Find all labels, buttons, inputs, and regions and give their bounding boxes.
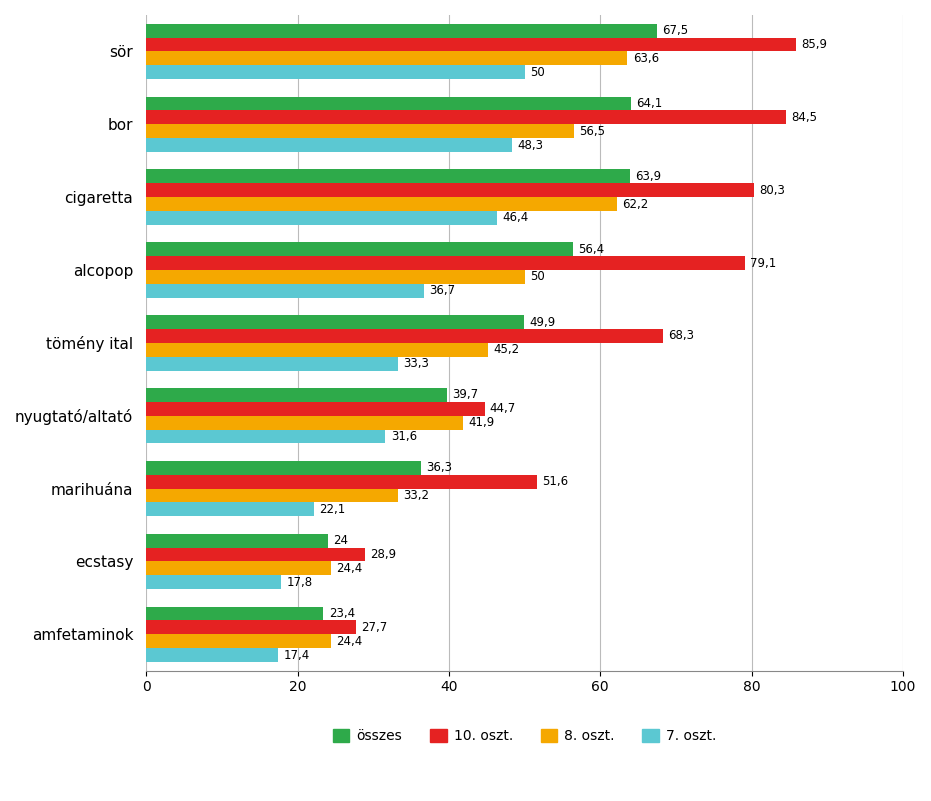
- Bar: [146, 24, 657, 38]
- Text: 49,9: 49,9: [529, 316, 556, 328]
- Bar: [146, 124, 573, 138]
- Text: 50: 50: [530, 271, 545, 284]
- Text: 85,9: 85,9: [802, 38, 828, 51]
- Bar: [146, 621, 356, 634]
- Bar: [146, 138, 512, 152]
- Text: 46,4: 46,4: [503, 211, 529, 224]
- Bar: [146, 356, 398, 371]
- Text: 67,5: 67,5: [662, 24, 688, 37]
- Text: 22,1: 22,1: [319, 503, 345, 516]
- Bar: [146, 284, 424, 298]
- Bar: [146, 575, 281, 589]
- Text: 36,7: 36,7: [429, 284, 455, 297]
- Bar: [146, 489, 398, 502]
- Text: 50: 50: [530, 66, 545, 78]
- Text: 39,7: 39,7: [452, 388, 479, 401]
- Text: 33,2: 33,2: [403, 489, 429, 502]
- Bar: [146, 461, 421, 475]
- Bar: [146, 475, 537, 489]
- Bar: [146, 97, 631, 111]
- Bar: [146, 51, 627, 65]
- Bar: [146, 243, 573, 256]
- Text: 51,6: 51,6: [542, 475, 568, 488]
- Text: 64,1: 64,1: [637, 97, 663, 110]
- Text: 80,3: 80,3: [759, 183, 785, 197]
- Bar: [146, 315, 524, 329]
- Text: 33,3: 33,3: [404, 357, 429, 370]
- Bar: [146, 343, 489, 356]
- Text: 62,2: 62,2: [622, 198, 649, 211]
- Text: 24,4: 24,4: [336, 634, 362, 648]
- Bar: [146, 533, 328, 548]
- Text: 79,1: 79,1: [750, 256, 776, 270]
- Bar: [146, 634, 331, 648]
- Text: 17,4: 17,4: [283, 649, 310, 662]
- Text: 44,7: 44,7: [490, 402, 516, 415]
- Bar: [146, 270, 525, 284]
- Text: 17,8: 17,8: [287, 576, 313, 589]
- Legend: összes, 10. oszt., 8. oszt., 7. oszt.: összes, 10. oszt., 8. oszt., 7. oszt.: [328, 723, 722, 749]
- Text: 24,4: 24,4: [336, 562, 362, 575]
- Bar: [146, 416, 464, 429]
- Bar: [146, 429, 385, 444]
- Bar: [146, 502, 314, 517]
- Bar: [146, 256, 745, 270]
- Text: 36,3: 36,3: [426, 461, 452, 474]
- Bar: [146, 38, 796, 51]
- Text: 27,7: 27,7: [361, 621, 387, 634]
- Bar: [146, 606, 323, 621]
- Text: 45,2: 45,2: [493, 344, 519, 356]
- Text: 84,5: 84,5: [790, 111, 816, 124]
- Bar: [146, 562, 331, 575]
- Text: 68,3: 68,3: [668, 329, 695, 343]
- Text: 56,5: 56,5: [579, 125, 605, 138]
- Bar: [146, 211, 497, 225]
- Bar: [146, 548, 365, 562]
- Text: 28,9: 28,9: [371, 548, 397, 561]
- Text: 56,4: 56,4: [578, 243, 604, 256]
- Text: 31,6: 31,6: [391, 430, 417, 443]
- Text: 48,3: 48,3: [517, 139, 543, 151]
- Text: 41,9: 41,9: [468, 417, 495, 429]
- Bar: [146, 65, 525, 79]
- Text: 63,6: 63,6: [633, 52, 659, 65]
- Bar: [146, 111, 786, 124]
- Text: 23,4: 23,4: [329, 607, 355, 620]
- Bar: [146, 402, 484, 416]
- Bar: [146, 388, 447, 402]
- Text: 63,9: 63,9: [635, 170, 661, 183]
- Bar: [146, 648, 278, 662]
- Bar: [146, 197, 617, 211]
- Bar: [146, 329, 663, 343]
- Bar: [146, 170, 629, 183]
- Bar: [146, 183, 754, 197]
- Text: 24: 24: [333, 534, 348, 547]
